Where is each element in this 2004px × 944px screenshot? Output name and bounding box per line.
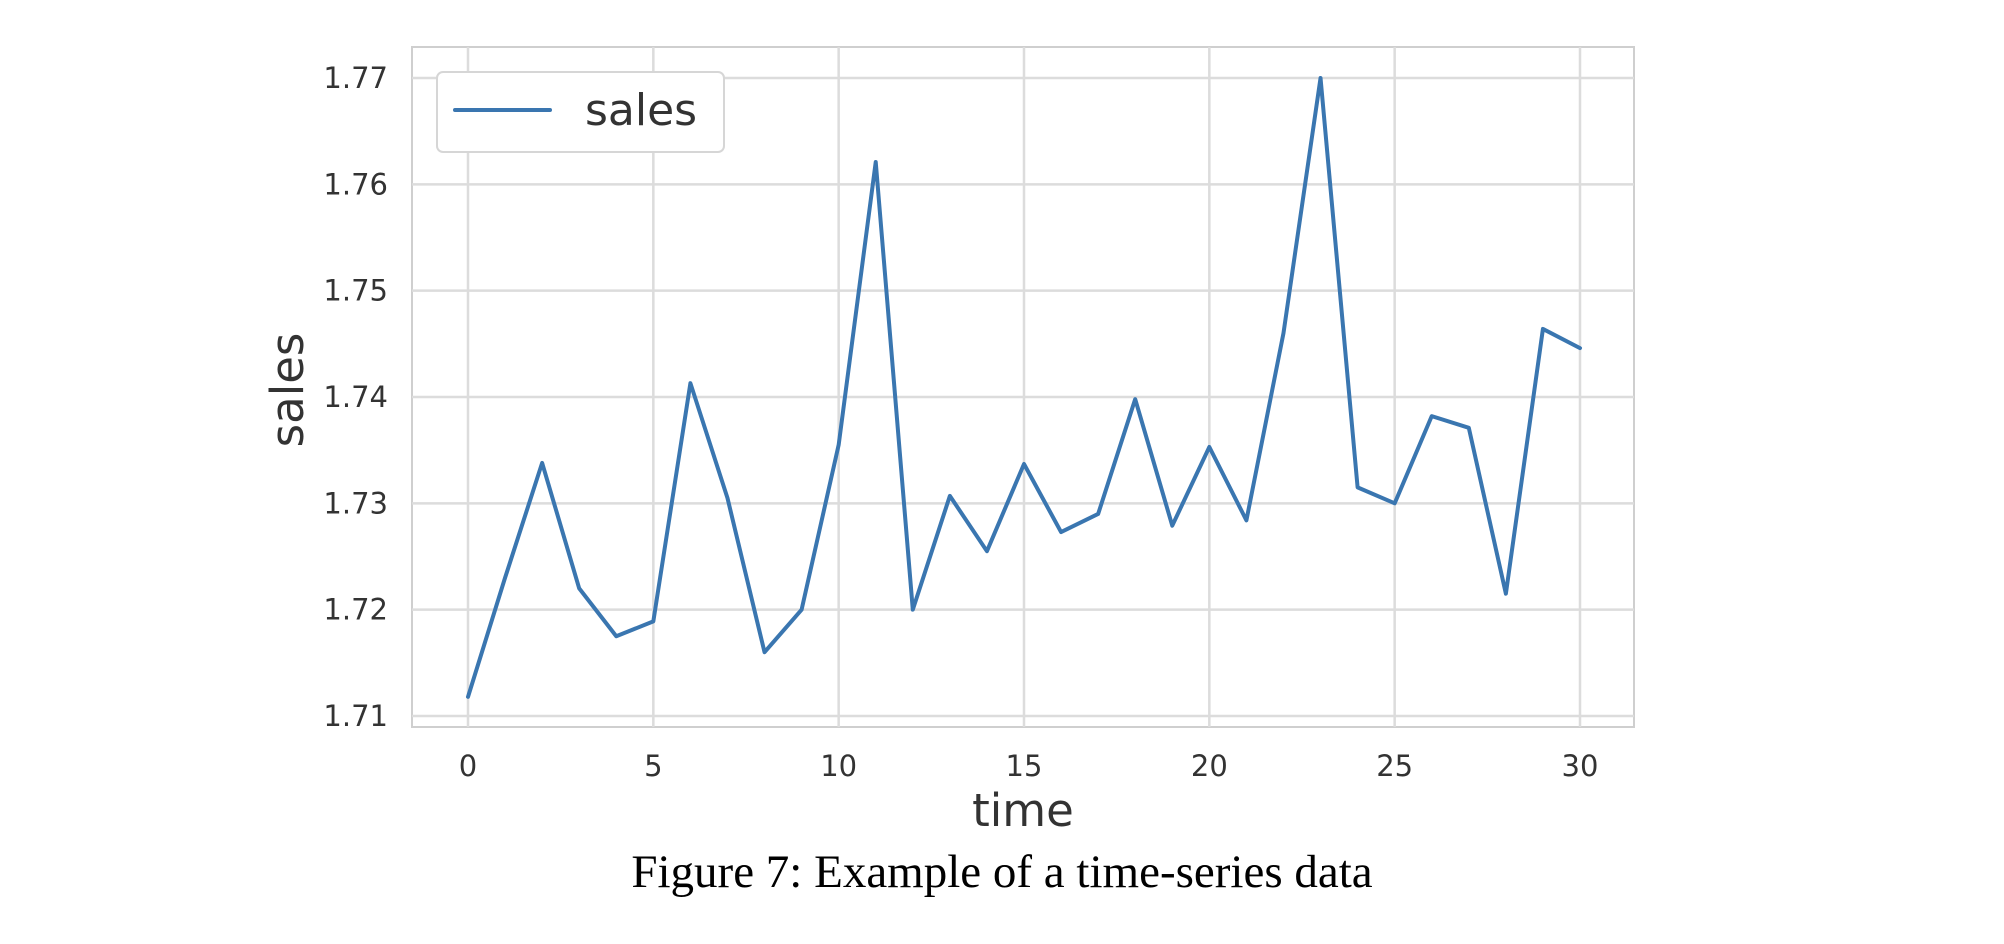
x-tick-label: 5 [644,749,662,783]
legend-label: sales [585,85,697,136]
y-tick-label: 1.74 [323,380,388,414]
x-tick-label: 10 [820,749,857,783]
y-tick-label: 1.71 [323,699,388,733]
series-lines [466,76,1582,699]
series-line-sales [466,76,1582,699]
x-tick-label: 25 [1376,749,1413,783]
x-tick-label: 30 [1562,749,1599,783]
x-tick-label: 15 [1006,749,1043,783]
y-tick-label: 1.72 [323,593,388,627]
y-tick-label: 1.76 [323,167,388,201]
figure-caption: Figure 7: Example of a time-series data [631,846,1373,898]
y-tick-label: 1.73 [323,486,388,520]
y-tick-label: 1.75 [323,274,388,308]
y-tick-labels: 1.71 1.72 1.73 1.74 1.75 1.76 1.77 [323,61,388,733]
x-axis-label: time [972,784,1074,837]
y-axis-label: sales [261,333,314,448]
x-tick-label: 20 [1191,749,1228,783]
legend-box [436,71,725,153]
legend: sales [436,71,725,153]
y-tick-label: 1.77 [323,61,388,95]
x-tick-label: 0 [459,749,477,783]
x-tick-labels: 0 5 10 15 20 25 30 [459,749,1599,783]
